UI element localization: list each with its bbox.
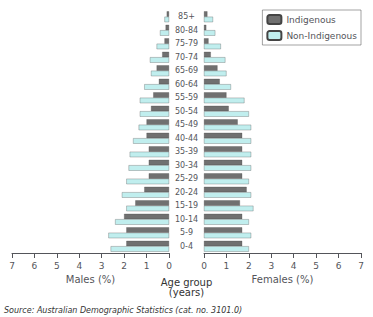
svg-text:60-64: 60-64 — [175, 80, 198, 89]
svg-text:3: 3 — [99, 261, 105, 271]
svg-text:Non-Indigenous: Non-Indigenous — [286, 31, 357, 41]
svg-text:Males (%): Males (%) — [66, 274, 115, 285]
svg-text:25-29: 25-29 — [175, 174, 198, 183]
svg-text:0-4: 0-4 — [180, 242, 193, 251]
svg-text:70-74: 70-74 — [175, 53, 198, 62]
svg-text:50-54: 50-54 — [175, 107, 198, 116]
svg-text:Age group: Age group — [160, 276, 213, 288]
svg-text:7: 7 — [358, 261, 364, 271]
svg-text:30-34: 30-34 — [175, 161, 198, 170]
svg-text:20-24: 20-24 — [175, 188, 198, 197]
svg-text:Source: Australian Demographic: Source: Australian Demographic Statistic… — [4, 306, 242, 315]
svg-text:5: 5 — [54, 261, 60, 271]
svg-text:5: 5 — [313, 261, 319, 271]
svg-text:6: 6 — [336, 261, 342, 271]
svg-text:4: 4 — [76, 261, 82, 271]
svg-text:15-19: 15-19 — [175, 201, 198, 210]
svg-text:35-39: 35-39 — [175, 147, 198, 156]
svg-text:5-9: 5-9 — [180, 228, 193, 237]
svg-text:2: 2 — [121, 261, 127, 271]
svg-text:80-84: 80-84 — [175, 26, 198, 35]
svg-text:40-44: 40-44 — [175, 134, 198, 143]
svg-text:65-69: 65-69 — [175, 66, 198, 75]
svg-text:4: 4 — [291, 261, 297, 271]
svg-text:6: 6 — [32, 261, 38, 271]
svg-text:75-79: 75-79 — [175, 39, 198, 48]
svg-text:0: 0 — [166, 261, 172, 271]
svg-text:Indigenous: Indigenous — [286, 15, 336, 25]
svg-text:45-49: 45-49 — [175, 120, 198, 129]
svg-text:7: 7 — [9, 261, 15, 271]
svg-text:85+: 85+ — [178, 12, 195, 21]
svg-text:55-59: 55-59 — [175, 93, 198, 102]
svg-text:1: 1 — [224, 261, 230, 271]
svg-text:10-14: 10-14 — [175, 215, 198, 224]
svg-text:1: 1 — [144, 261, 150, 271]
svg-text:2: 2 — [246, 261, 252, 271]
svg-text:0: 0 — [201, 261, 207, 271]
svg-text:3: 3 — [268, 261, 274, 271]
svg-text:(years): (years) — [169, 287, 204, 298]
svg-text:Females (%): Females (%) — [252, 274, 314, 285]
